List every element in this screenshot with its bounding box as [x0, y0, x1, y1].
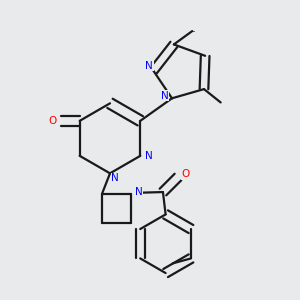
Text: N: N — [111, 173, 119, 183]
Text: O: O — [48, 116, 56, 126]
Text: N: N — [146, 61, 153, 71]
Text: N: N — [161, 91, 169, 100]
Text: N: N — [135, 187, 142, 197]
Text: N: N — [145, 151, 152, 161]
Text: O: O — [181, 169, 189, 179]
